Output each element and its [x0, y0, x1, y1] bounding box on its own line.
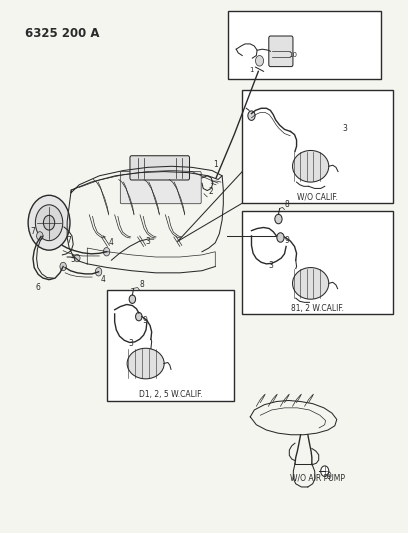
Circle shape — [43, 215, 55, 230]
Text: 7: 7 — [67, 236, 72, 245]
Text: 81, 2 W.CALIF.: 81, 2 W.CALIF. — [291, 304, 344, 313]
Text: W/O AIR PUMP: W/O AIR PUMP — [290, 473, 345, 482]
Circle shape — [60, 262, 67, 271]
Circle shape — [103, 247, 110, 256]
Bar — [242, 211, 393, 314]
Circle shape — [255, 55, 264, 66]
Text: 6325 200 A: 6325 200 A — [25, 27, 100, 39]
Circle shape — [95, 268, 102, 276]
Circle shape — [135, 312, 142, 321]
Text: 4: 4 — [108, 238, 113, 247]
Text: 4: 4 — [100, 276, 105, 284]
Text: 7: 7 — [31, 227, 35, 236]
Text: 1: 1 — [249, 67, 254, 74]
Text: 8: 8 — [140, 279, 144, 288]
Text: 3: 3 — [129, 338, 133, 348]
Circle shape — [74, 254, 80, 262]
Text: 2: 2 — [209, 187, 214, 196]
Text: W/O CALIF.: W/O CALIF. — [297, 192, 338, 201]
Circle shape — [277, 233, 284, 242]
Circle shape — [28, 195, 70, 250]
Text: 9: 9 — [143, 317, 148, 326]
Text: 3: 3 — [145, 237, 150, 246]
FancyBboxPatch shape — [120, 172, 201, 204]
Bar — [242, 90, 393, 203]
Text: 1: 1 — [214, 160, 218, 169]
Circle shape — [35, 205, 63, 241]
Text: 5: 5 — [71, 255, 75, 264]
Text: 10: 10 — [288, 52, 297, 58]
Text: 3: 3 — [343, 125, 348, 133]
Ellipse shape — [293, 150, 329, 182]
Text: 3: 3 — [268, 261, 273, 270]
Text: 6: 6 — [36, 283, 41, 292]
Circle shape — [321, 466, 329, 477]
Circle shape — [275, 214, 282, 224]
FancyBboxPatch shape — [130, 156, 189, 180]
FancyBboxPatch shape — [269, 36, 293, 67]
Ellipse shape — [293, 268, 329, 299]
Text: 9: 9 — [327, 472, 332, 481]
Bar — [228, 11, 381, 79]
Text: D1, 2, 5 W.CALIF.: D1, 2, 5 W.CALIF. — [139, 390, 203, 399]
Text: 8: 8 — [284, 200, 289, 209]
Ellipse shape — [127, 348, 164, 379]
Text: 9: 9 — [284, 236, 289, 245]
Bar — [107, 290, 234, 401]
Circle shape — [248, 111, 255, 120]
Circle shape — [129, 295, 135, 303]
Circle shape — [37, 232, 43, 240]
